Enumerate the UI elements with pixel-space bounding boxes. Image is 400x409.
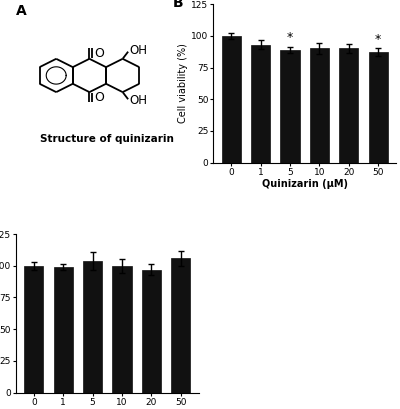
Y-axis label: Cell viability (%): Cell viability (%) (178, 43, 188, 124)
Bar (222, 36, 241, 163)
Text: A: A (16, 4, 27, 18)
Text: *: * (287, 31, 293, 44)
X-axis label: Quinizarin (μM): Quinizarin (μM) (262, 179, 348, 189)
Bar (112, 266, 132, 393)
Bar (171, 258, 190, 393)
Bar (142, 270, 161, 393)
Bar (54, 267, 73, 393)
Bar (251, 45, 270, 163)
Text: B: B (173, 0, 184, 10)
Bar (310, 49, 329, 163)
Text: Structure of quinizarin: Structure of quinizarin (40, 134, 174, 144)
Bar (368, 52, 388, 163)
Bar (24, 266, 44, 393)
Bar (339, 49, 358, 163)
Bar (83, 261, 102, 393)
Text: O: O (94, 91, 104, 104)
Text: O: O (94, 47, 104, 60)
Text: OH: OH (129, 94, 147, 107)
Text: *: * (375, 33, 381, 46)
Bar (280, 50, 300, 163)
Text: OH: OH (129, 44, 147, 56)
